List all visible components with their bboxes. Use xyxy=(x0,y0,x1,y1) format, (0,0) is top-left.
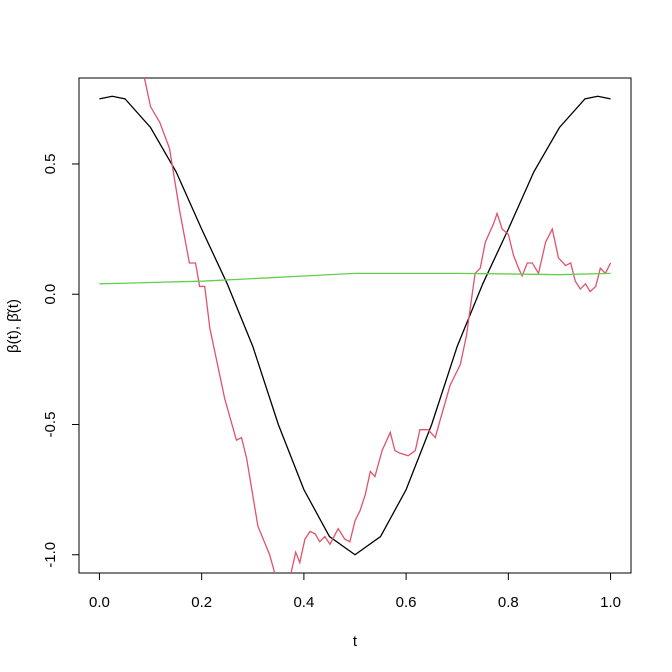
y-tick-label: -0.5 xyxy=(42,412,59,438)
x-tick-label: 0.2 xyxy=(191,594,212,611)
x-tick-label: 0.8 xyxy=(498,594,519,611)
x-tick-label: 0.0 xyxy=(89,594,110,611)
y-axis-label: β(t), β̂(t) xyxy=(5,299,22,353)
x-tick-label: 0.6 xyxy=(396,594,417,611)
x-tick-label: 0.4 xyxy=(293,594,314,611)
line-series xyxy=(99,95,611,556)
y-tick-label: 0.0 xyxy=(42,284,59,305)
x-tick-label: 1.0 xyxy=(600,594,621,611)
line-series xyxy=(143,78,612,573)
plot-area xyxy=(99,78,612,573)
plot-frame xyxy=(78,77,632,574)
x-axis-label: t xyxy=(353,633,358,650)
y-tick-label: -1.0 xyxy=(42,542,59,568)
line-series xyxy=(99,272,611,285)
y-tick-label: 0.5 xyxy=(42,154,59,175)
